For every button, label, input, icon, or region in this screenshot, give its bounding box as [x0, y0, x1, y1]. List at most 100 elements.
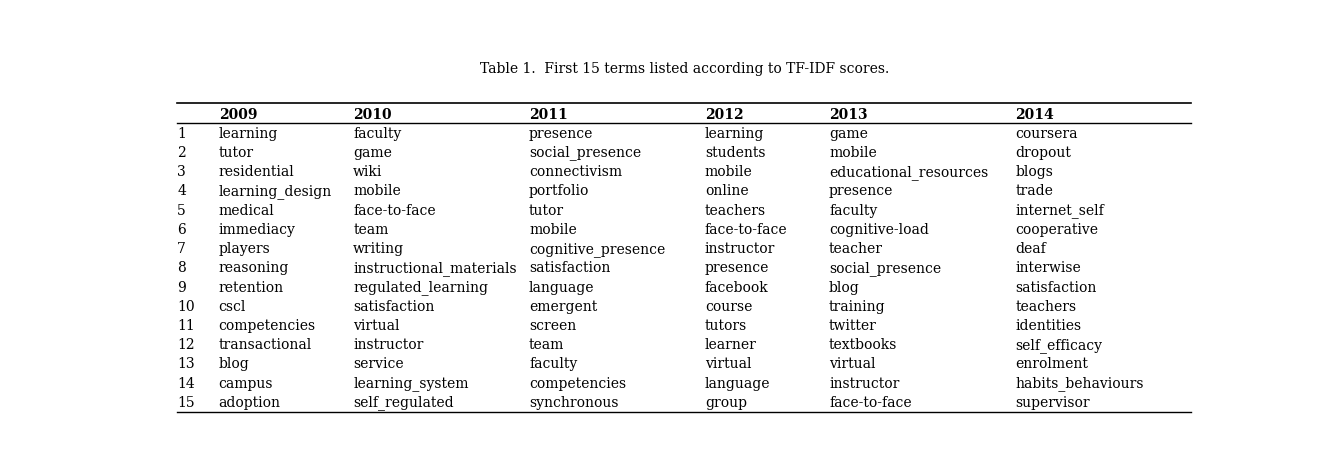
Text: enrolment: enrolment — [1016, 357, 1088, 372]
Text: cooperative: cooperative — [1016, 223, 1099, 237]
Text: screen: screen — [529, 319, 577, 333]
Text: 12: 12 — [178, 338, 195, 352]
Text: 2009: 2009 — [219, 107, 258, 122]
Text: habits_behaviours: habits_behaviours — [1016, 376, 1144, 391]
Text: team: team — [352, 223, 388, 237]
Text: instructor: instructor — [705, 242, 776, 256]
Text: teachers: teachers — [705, 203, 766, 218]
Text: 2014: 2014 — [1016, 107, 1055, 122]
Text: mobile: mobile — [829, 146, 877, 160]
Text: 2012: 2012 — [705, 107, 744, 122]
Text: service: service — [352, 357, 403, 372]
Text: learning_design: learning_design — [219, 184, 332, 199]
Text: medical: medical — [219, 203, 275, 218]
Text: face-to-face: face-to-face — [352, 203, 435, 218]
Text: social_presence: social_presence — [829, 261, 941, 276]
Text: 15: 15 — [178, 396, 195, 410]
Text: learning: learning — [219, 127, 278, 141]
Text: presence: presence — [529, 127, 593, 141]
Text: mobile: mobile — [705, 165, 753, 179]
Text: identities: identities — [1016, 319, 1081, 333]
Text: presence: presence — [705, 261, 769, 276]
Text: regulated_learning: regulated_learning — [352, 280, 489, 295]
Text: dropout: dropout — [1016, 146, 1071, 160]
Text: self_efficacy: self_efficacy — [1016, 338, 1103, 353]
Text: transactional: transactional — [219, 338, 312, 352]
Text: faculty: faculty — [829, 203, 877, 218]
Text: supervisor: supervisor — [1016, 396, 1089, 410]
Text: competencies: competencies — [219, 319, 316, 333]
Text: mobile: mobile — [352, 185, 400, 198]
Text: virtual: virtual — [705, 357, 752, 372]
Text: competencies: competencies — [529, 377, 626, 390]
Text: teachers: teachers — [1016, 300, 1076, 314]
Text: 2: 2 — [178, 146, 186, 160]
Text: blog: blog — [829, 281, 860, 294]
Text: textbooks: textbooks — [829, 338, 897, 352]
Text: interwise: interwise — [1016, 261, 1081, 276]
Text: presence: presence — [829, 185, 893, 198]
Text: self_regulated: self_regulated — [352, 396, 454, 410]
Text: face-to-face: face-to-face — [829, 396, 912, 410]
Text: 7: 7 — [178, 242, 186, 256]
Text: cognitive-load: cognitive-load — [829, 223, 929, 237]
Text: twitter: twitter — [829, 319, 877, 333]
Text: social_presence: social_presence — [529, 146, 641, 161]
Text: 8: 8 — [178, 261, 186, 276]
Text: retention: retention — [219, 281, 284, 294]
Text: portfolio: portfolio — [529, 185, 589, 198]
Text: faculty: faculty — [352, 127, 402, 141]
Text: 11: 11 — [178, 319, 195, 333]
Text: wiki: wiki — [352, 165, 383, 179]
Text: 10: 10 — [178, 300, 195, 314]
Text: 4: 4 — [178, 185, 186, 198]
Text: writing: writing — [352, 242, 405, 256]
Text: virtual: virtual — [352, 319, 399, 333]
Text: emergent: emergent — [529, 300, 597, 314]
Text: face-to-face: face-to-face — [705, 223, 788, 237]
Text: residential: residential — [219, 165, 294, 179]
Text: coursera: coursera — [1016, 127, 1077, 141]
Text: immediacy: immediacy — [219, 223, 295, 237]
Text: adoption: adoption — [219, 396, 280, 410]
Text: players: players — [219, 242, 271, 256]
Text: tutors: tutors — [705, 319, 748, 333]
Text: virtual: virtual — [829, 357, 876, 372]
Text: 9: 9 — [178, 281, 186, 294]
Text: tutor: tutor — [529, 203, 565, 218]
Text: 2010: 2010 — [352, 107, 391, 122]
Text: 3: 3 — [178, 165, 186, 179]
Text: cognitive_presence: cognitive_presence — [529, 242, 665, 257]
Text: reasoning: reasoning — [219, 261, 288, 276]
Text: Table 1.  First 15 terms listed according to TF-IDF scores.: Table 1. First 15 terms listed according… — [479, 62, 889, 76]
Text: 6: 6 — [178, 223, 186, 237]
Text: learner: learner — [705, 338, 757, 352]
Text: faculty: faculty — [529, 357, 577, 372]
Text: tutor: tutor — [219, 146, 254, 160]
Text: instructor: instructor — [829, 377, 900, 390]
Text: 14: 14 — [178, 377, 195, 390]
Text: game: game — [829, 127, 868, 141]
Text: teacher: teacher — [829, 242, 882, 256]
Text: trade: trade — [1016, 185, 1053, 198]
Text: 2011: 2011 — [529, 107, 567, 122]
Text: game: game — [352, 146, 392, 160]
Text: 5: 5 — [178, 203, 186, 218]
Text: students: students — [705, 146, 765, 160]
Text: 13: 13 — [178, 357, 195, 372]
Text: satisfaction: satisfaction — [529, 261, 610, 276]
Text: connectivism: connectivism — [529, 165, 622, 179]
Text: campus: campus — [219, 377, 274, 390]
Text: synchronous: synchronous — [529, 396, 618, 410]
Text: instructional_materials: instructional_materials — [352, 261, 517, 276]
Text: satisfaction: satisfaction — [352, 300, 434, 314]
Text: satisfaction: satisfaction — [1016, 281, 1096, 294]
Text: course: course — [705, 300, 752, 314]
Text: blog: blog — [219, 357, 250, 372]
Text: group: group — [705, 396, 746, 410]
Text: online: online — [705, 185, 749, 198]
Text: cscl: cscl — [219, 300, 246, 314]
Text: language: language — [529, 281, 594, 294]
Text: 2013: 2013 — [829, 107, 868, 122]
Text: 1: 1 — [178, 127, 186, 141]
